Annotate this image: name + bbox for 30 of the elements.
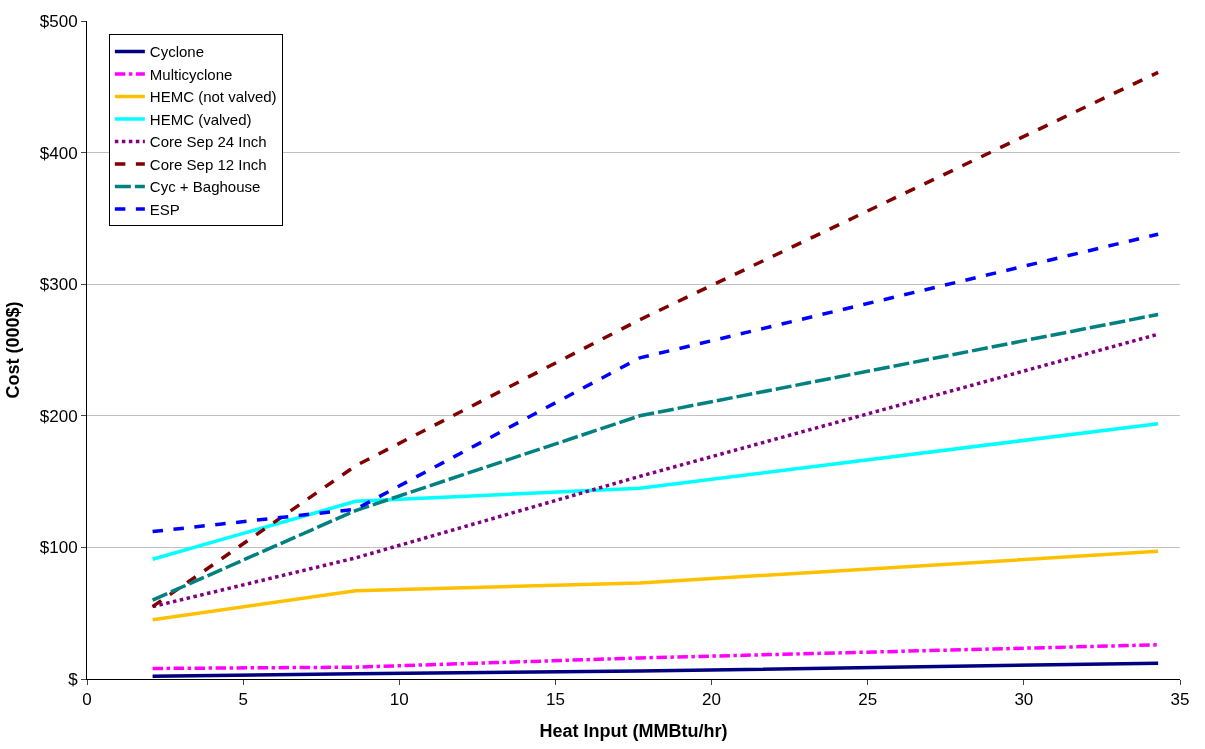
x-tick-label: 5 (238, 690, 248, 710)
y-tick-label: $500 (39, 11, 78, 31)
legend-label: HEMC (valved) (149, 110, 252, 128)
line-series (150, 232, 1160, 534)
x-tick-label: 30 (1014, 690, 1034, 710)
line-series (150, 549, 1160, 622)
y-tick-label: $ (68, 669, 79, 689)
legend-label: ESP (149, 200, 180, 218)
x-tick-label: 20 (702, 690, 722, 710)
x-tick-label: 15 (545, 690, 565, 710)
y-tick-label: $300 (39, 275, 78, 295)
x-tick-label: 35 (1170, 690, 1190, 710)
x-tick-label: 0 (82, 690, 92, 710)
legend-label: Multicyclone (149, 65, 233, 83)
x-tick-label: 25 (858, 690, 878, 710)
y-axis-title: Cost (000$) (2, 301, 23, 399)
legend-label: Core Sep 12 Inch (149, 155, 267, 173)
y-tick-label: $200 (39, 406, 78, 426)
x-tick-label: 10 (389, 690, 409, 710)
legend-label: Cyclone (149, 43, 205, 61)
y-tick-label: $400 (39, 143, 78, 163)
line-series (150, 661, 1160, 679)
x-axis-title: Heat Input (MMBtu/hr) (539, 720, 728, 741)
line-series (150, 643, 1160, 671)
line-series (150, 70, 1160, 609)
legend-label: Core Sep 24 Inch (149, 133, 267, 151)
y-tick-label: $100 (39, 538, 78, 558)
legend-label: Cyc + Baghouse (149, 178, 261, 196)
legend-label: HEMC (not valved) (149, 88, 277, 106)
line-series (150, 421, 1160, 561)
